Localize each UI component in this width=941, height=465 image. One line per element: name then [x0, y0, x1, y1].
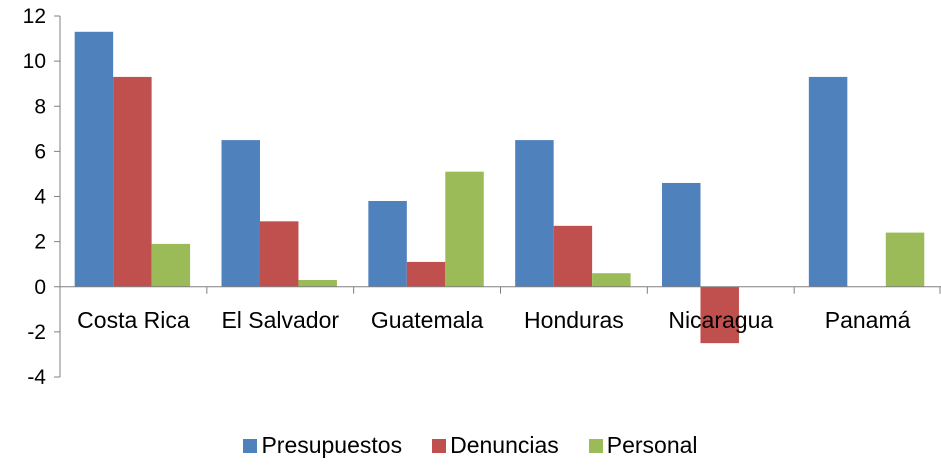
y-tick-label: -2 — [27, 321, 46, 344]
bar-personal-1 — [298, 279, 337, 287]
bar-presupuestos-2 — [368, 201, 407, 287]
bar-denuncias-1 — [259, 221, 299, 287]
bar-denuncias-2 — [406, 261, 446, 287]
y-tick-label: 2 — [34, 231, 46, 254]
legend: Presupuestos Denuncias Personal — [0, 432, 941, 459]
category-label: Costa Rica — [77, 307, 190, 333]
y-tick-label: 0 — [34, 276, 46, 299]
bar-presupuestos-5 — [808, 76, 848, 287]
legend-label-denuncias: Denuncias — [450, 432, 559, 458]
bar-personal-3 — [592, 273, 631, 287]
legend-swatch-personal — [588, 438, 603, 453]
bar-personal-5 — [885, 232, 925, 287]
bar-denuncias-0 — [113, 76, 152, 287]
y-tick-label: 6 — [34, 140, 46, 163]
y-tick-label: 4 — [34, 186, 46, 209]
y-tick-label: -4 — [27, 366, 46, 389]
legend-label-personal: Personal — [606, 432, 698, 458]
bar-chart: -4 -2 0 2 4 6 8 10 12 Costa Rica El Salvador Guatem… — [23, 5, 941, 389]
legend-swatch-presupuestos — [243, 438, 258, 453]
category-label: Honduras — [524, 307, 624, 333]
bar-presupuestos-3 — [515, 140, 554, 287]
bar-presupuestos-0 — [74, 31, 114, 287]
legend-label-presupuestos: Presupuestos — [261, 432, 403, 458]
legend-swatch-denuncias — [432, 438, 447, 453]
category-label: Panamá — [825, 307, 911, 333]
legend-item-denuncias: Denuncias — [432, 432, 559, 459]
bar-personal-2 — [445, 171, 484, 287]
bar-presupuestos-4 — [662, 182, 701, 287]
category-label: El Salvador — [221, 307, 339, 333]
bar-presupuestos-1 — [221, 140, 260, 287]
bar-denuncias-3 — [553, 225, 593, 287]
y-tick-label: 8 — [34, 95, 46, 118]
category-label: Nicaragua — [668, 307, 773, 333]
y-tick-label: 12 — [23, 5, 46, 28]
category-label: Guatemala — [371, 307, 484, 333]
legend-item-personal: Personal — [588, 432, 698, 459]
bar-personal-0 — [151, 243, 191, 287]
bar-denuncias-4 — [700, 286, 739, 344]
legend-item-presupuestos: Presupuestos — [243, 432, 402, 459]
y-tick-label: 10 — [23, 50, 46, 73]
